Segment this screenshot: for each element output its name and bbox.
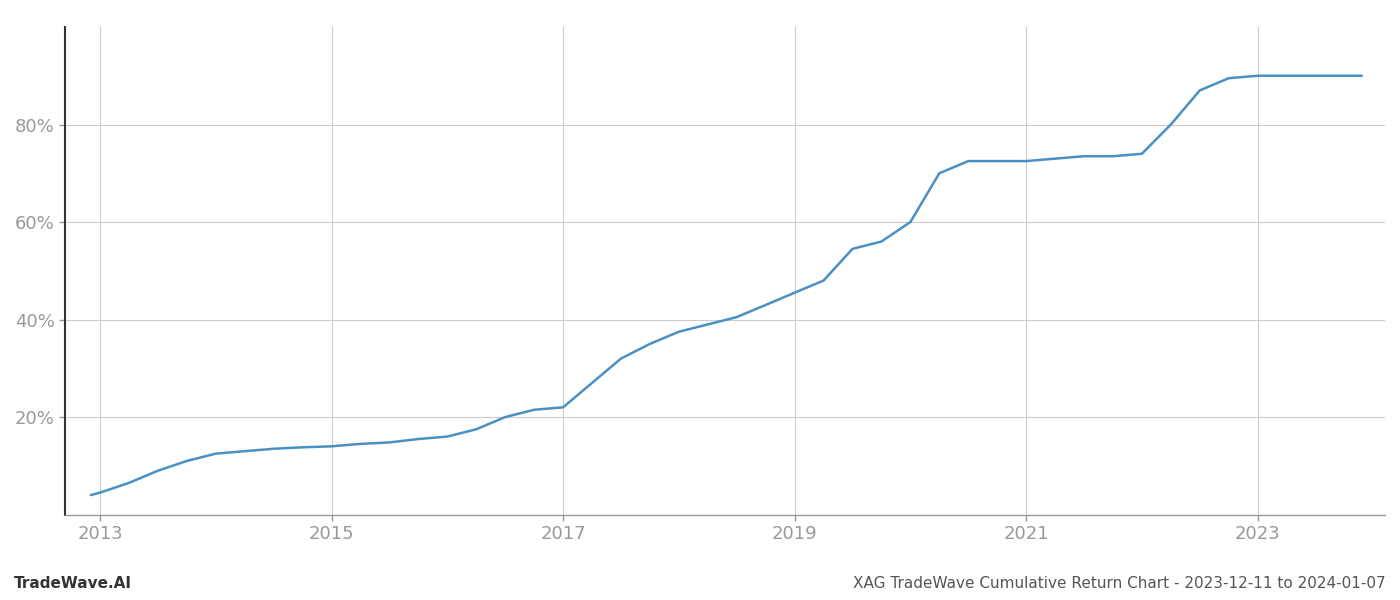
Text: TradeWave.AI: TradeWave.AI: [14, 576, 132, 591]
Text: XAG TradeWave Cumulative Return Chart - 2023-12-11 to 2024-01-07: XAG TradeWave Cumulative Return Chart - …: [854, 576, 1386, 591]
